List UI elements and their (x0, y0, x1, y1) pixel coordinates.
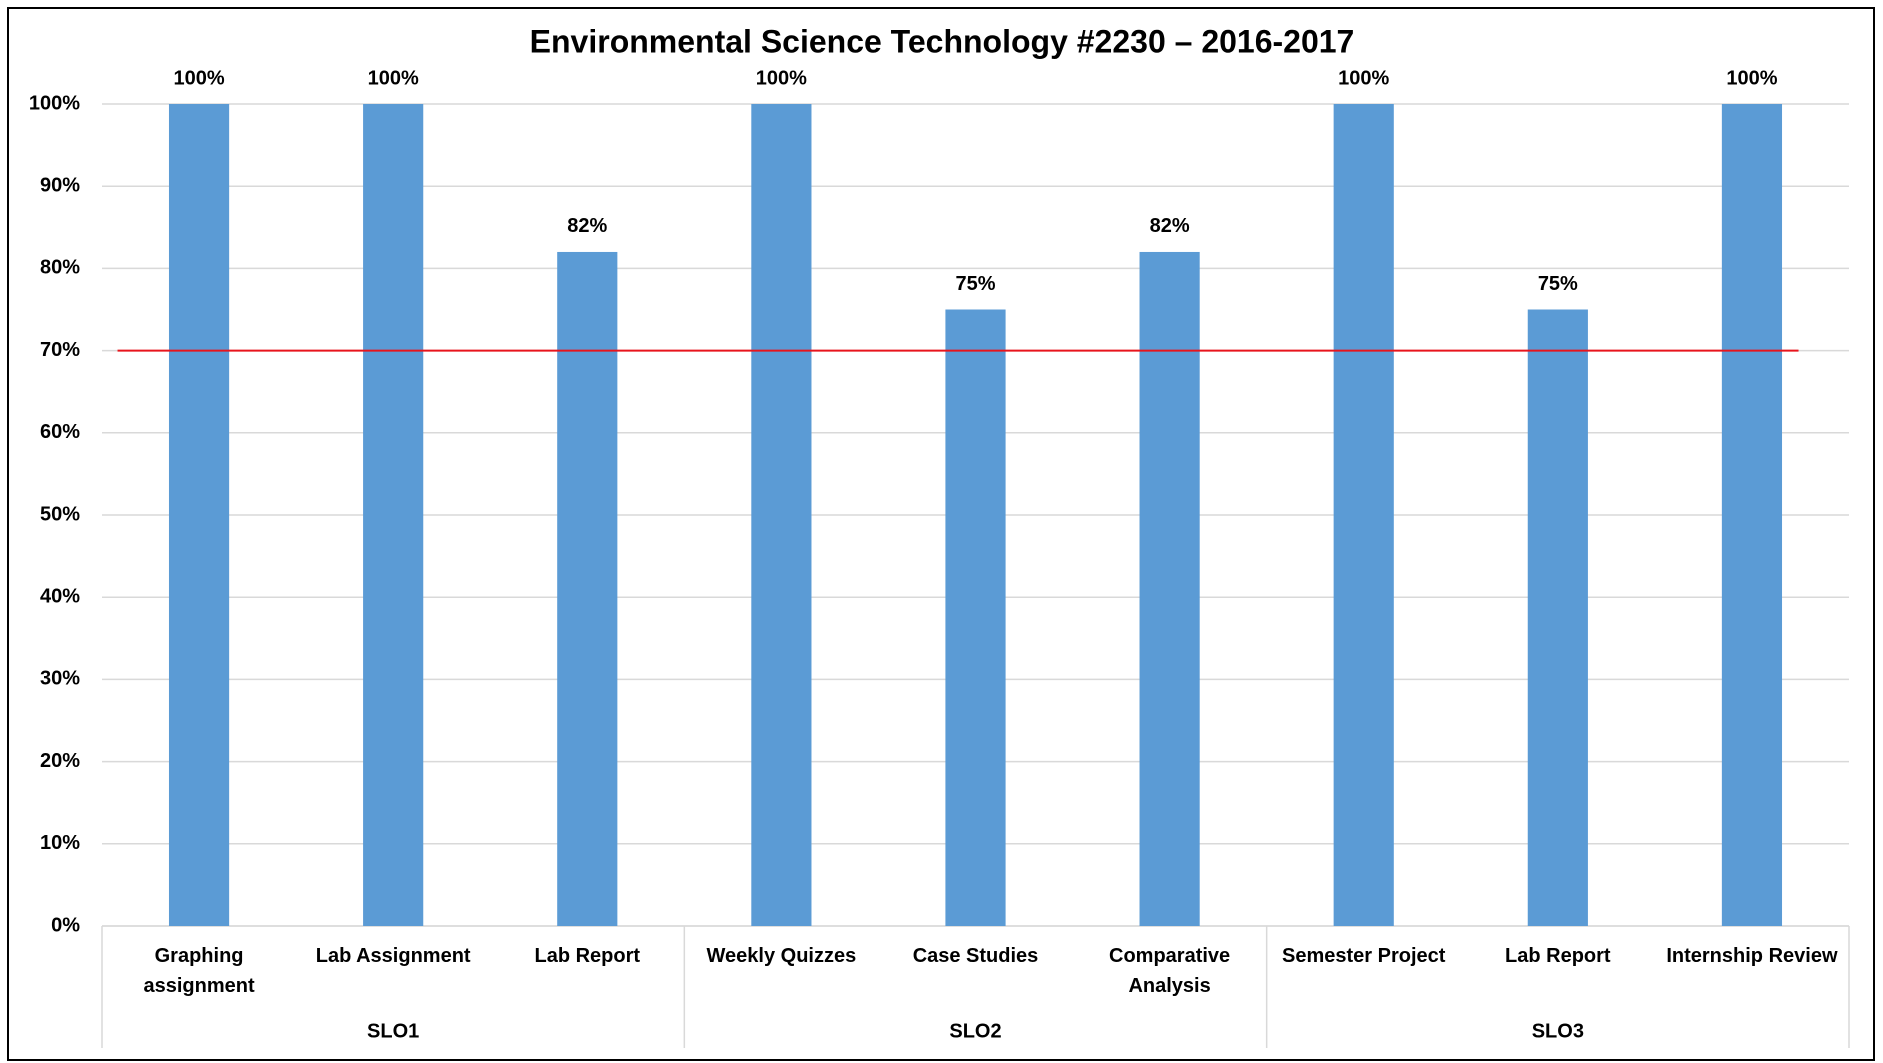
y-tick-label: 60% (40, 421, 80, 443)
bar (1527, 309, 1588, 926)
data-label: 100% (1726, 67, 1777, 89)
bar (1333, 104, 1394, 926)
y-tick-label: 10% (40, 832, 80, 854)
bar (168, 104, 230, 926)
y-tick-label: 20% (40, 750, 80, 772)
y-tick-label: 0% (51, 914, 80, 936)
group-label: SLO1 (367, 1020, 419, 1042)
y-tick-label: 70% (40, 339, 80, 361)
x-tick-label: Lab Assignment (315, 945, 471, 967)
chart-border (7, 7, 1875, 1061)
bar (363, 104, 424, 926)
data-label: 100% (173, 67, 224, 89)
data-label: 100% (368, 67, 419, 89)
x-tick-label: Lab Report (534, 945, 641, 967)
y-tick-label: 90% (40, 174, 80, 196)
y-tick-label: 40% (40, 585, 80, 607)
data-label: 100% (1338, 67, 1389, 89)
y-tick-label: 30% (40, 668, 80, 690)
x-tick-label: Weekly Quizzes (706, 945, 857, 967)
x-tick-label: Lab Report (1505, 945, 1611, 967)
y-tick-label: 50% (40, 503, 80, 525)
bar (1721, 104, 1783, 926)
y-tick-label: 80% (40, 257, 80, 279)
data-label: 82% (1150, 215, 1190, 237)
bar (945, 309, 1006, 926)
y-tick-label: 100% (29, 92, 80, 114)
chart-title: Environmental Science Technology #2230 –… (530, 23, 1355, 59)
x-tick-label: Internship Review (1666, 945, 1838, 967)
data-label: 75% (955, 273, 995, 295)
x-tick-label: Graphing assignment (143, 945, 255, 997)
x-tick-label: Semester Project (1282, 945, 1446, 967)
bar (557, 251, 618, 926)
x-tick-label: Case Studies (912, 945, 1039, 967)
data-label: 75% (1538, 273, 1578, 295)
group-label: SLO3 (1532, 1020, 1584, 1042)
bar (1139, 251, 1200, 926)
group-label: SLO2 (949, 1020, 1001, 1042)
data-label: 82% (567, 215, 607, 237)
x-tick-label: Comparative Analysis (1109, 945, 1231, 997)
bar (751, 104, 812, 926)
data-label: 100% (756, 67, 807, 89)
